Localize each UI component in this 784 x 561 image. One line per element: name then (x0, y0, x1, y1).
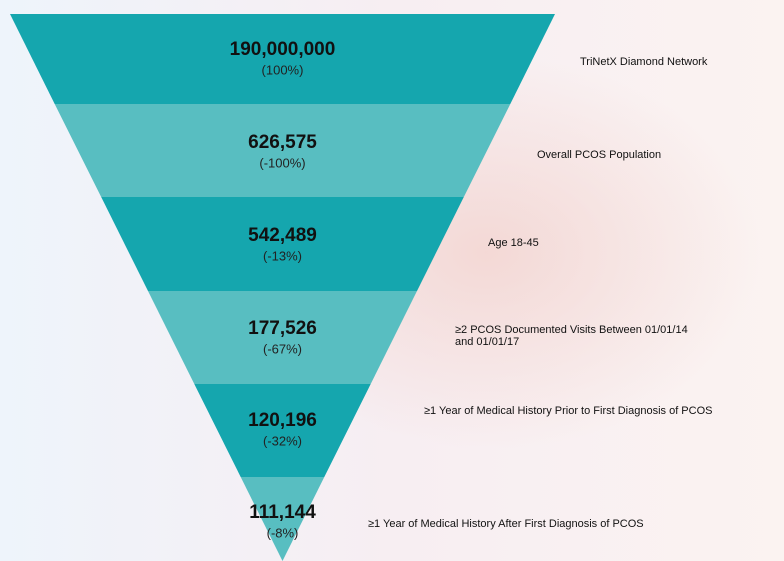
stage-label: ≥2 PCOS Documented Visits Between 01/01/… (455, 324, 688, 336)
stage-change: (-32%) (263, 433, 302, 448)
stage-label: ≥1 Year of Medical History After First D… (368, 518, 644, 530)
stage-count: 542,489 (248, 225, 317, 246)
funnel-band (101, 197, 464, 291)
funnel-band (10, 14, 555, 104)
stage-change: (-100%) (259, 155, 305, 170)
stage-label: TriNetX Diamond Network (580, 56, 708, 68)
stage-label: ≥1 Year of Medical History Prior to Firs… (424, 405, 712, 417)
stage-change: (-8%) (267, 525, 299, 540)
stage-count: 626,575 (248, 132, 317, 153)
stage-count: 190,000,000 (230, 39, 336, 60)
funnel-band (194, 384, 371, 477)
stage-count: 120,196 (248, 410, 317, 431)
stage-label: and 01/01/17 (455, 336, 519, 348)
stage-count: 177,526 (248, 318, 317, 339)
funnel (10, 14, 555, 561)
stage-change: (100%) (262, 62, 304, 77)
stage-label: Age 18-45 (488, 237, 539, 249)
stage-count: 111,144 (249, 502, 316, 523)
funnel-band (54, 104, 511, 197)
funnel-band (240, 477, 325, 561)
stage-change: (-13%) (263, 248, 302, 263)
funnel-band (148, 291, 417, 384)
stage-label: Overall PCOS Population (537, 149, 661, 161)
stage-change: (-67%) (263, 341, 302, 356)
